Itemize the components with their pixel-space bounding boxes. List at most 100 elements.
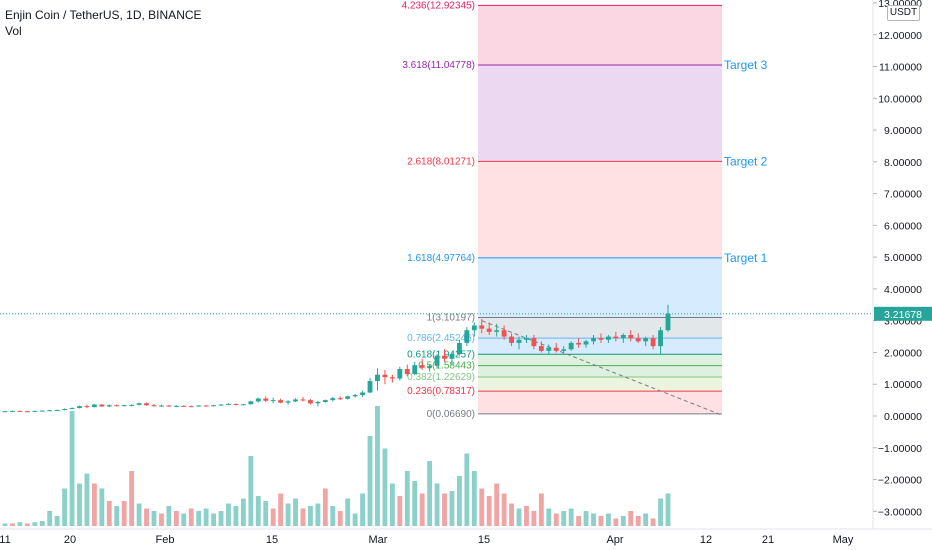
candle-body[interactable] bbox=[628, 334, 634, 339]
candle-body[interactable] bbox=[69, 408, 75, 410]
candle-body[interactable] bbox=[665, 313, 671, 331]
candle-body[interactable] bbox=[203, 405, 209, 407]
candle-body[interactable] bbox=[486, 328, 492, 332]
candle-body[interactable] bbox=[255, 398, 261, 402]
candle-body[interactable] bbox=[159, 405, 164, 407]
candle-body[interactable] bbox=[509, 336, 514, 343]
candle-body[interactable] bbox=[419, 365, 425, 368]
candle-body[interactable] bbox=[643, 338, 649, 342]
candle-body[interactable] bbox=[285, 401, 291, 403]
candle-body[interactable] bbox=[293, 399, 298, 402]
candle-body[interactable] bbox=[54, 409, 60, 411]
candle-body[interactable] bbox=[412, 365, 418, 375]
candle-body[interactable] bbox=[24, 411, 30, 413]
candle-body[interactable] bbox=[367, 381, 373, 393]
candle-body[interactable] bbox=[479, 325, 485, 329]
candle-body[interactable] bbox=[658, 330, 663, 347]
candle-body[interactable] bbox=[591, 338, 596, 342]
candle-body[interactable] bbox=[635, 338, 641, 342]
candle-body[interactable] bbox=[397, 368, 403, 379]
candle-body[interactable] bbox=[166, 405, 172, 407]
candle-body[interactable] bbox=[568, 342, 574, 350]
candle-body[interactable] bbox=[464, 330, 470, 343]
candle-body[interactable] bbox=[248, 401, 254, 405]
candle-body[interactable] bbox=[375, 374, 380, 382]
candle-body[interactable] bbox=[456, 342, 462, 355]
candle-body[interactable] bbox=[10, 410, 15, 412]
candle-body[interactable] bbox=[613, 336, 619, 339]
candle-body[interactable] bbox=[263, 398, 269, 401]
target-label[interactable]: Target 1 bbox=[724, 251, 768, 265]
candle-body[interactable] bbox=[538, 346, 544, 351]
target-label[interactable]: Target 2 bbox=[724, 154, 768, 168]
candle-body[interactable] bbox=[300, 399, 306, 401]
candle-body[interactable] bbox=[211, 405, 217, 407]
candle-body[interactable] bbox=[553, 347, 559, 351]
candle-body[interactable] bbox=[47, 410, 53, 412]
symbol-title[interactable]: Enjin Coin / TetherUS, 1D, BINANCE bbox=[5, 8, 202, 22]
candle-body[interactable] bbox=[449, 354, 455, 359]
target-label[interactable]: Target 3 bbox=[724, 58, 768, 72]
candle-body[interactable] bbox=[308, 400, 313, 404]
candle-body[interactable] bbox=[531, 338, 537, 347]
candle-body[interactable] bbox=[322, 400, 328, 403]
currency-badge[interactable]: USDT bbox=[887, 5, 920, 21]
candle-body[interactable] bbox=[427, 365, 433, 368]
candle-body[interactable] bbox=[360, 392, 365, 396]
candle-body[interactable] bbox=[77, 406, 82, 409]
candle-body[interactable] bbox=[233, 403, 239, 405]
candle-body[interactable] bbox=[494, 330, 500, 332]
candle-body[interactable] bbox=[114, 405, 120, 407]
candle-body[interactable] bbox=[99, 404, 105, 407]
candle-body[interactable] bbox=[598, 338, 604, 340]
candle-body[interactable] bbox=[315, 402, 321, 404]
candle-body[interactable] bbox=[121, 405, 127, 407]
candle-body[interactable] bbox=[144, 403, 149, 406]
candle-body[interactable] bbox=[546, 347, 552, 351]
last-price-badge[interactable] bbox=[874, 306, 932, 321]
candle-body[interactable] bbox=[561, 349, 567, 351]
candle-body[interactable] bbox=[434, 355, 440, 366]
candle-body[interactable] bbox=[524, 338, 529, 340]
candle-body[interactable] bbox=[173, 405, 179, 407]
candle-body[interactable] bbox=[471, 325, 477, 331]
candle-body[interactable] bbox=[404, 368, 410, 375]
candle-body[interactable] bbox=[576, 342, 582, 345]
candle-body[interactable] bbox=[17, 410, 23, 412]
candle-body[interactable] bbox=[91, 404, 97, 408]
candle-body[interactable] bbox=[226, 403, 231, 405]
candle-body[interactable] bbox=[84, 406, 90, 408]
candle-body[interactable] bbox=[151, 405, 157, 407]
candle-body[interactable] bbox=[442, 355, 447, 359]
candle-body[interactable] bbox=[218, 404, 224, 406]
volume-bar bbox=[47, 511, 53, 526]
candle-body[interactable] bbox=[2, 411, 8, 413]
candle-body[interactable] bbox=[583, 341, 589, 345]
candle-body[interactable] bbox=[330, 398, 336, 401]
candle-body[interactable] bbox=[106, 405, 112, 407]
time-axis-label: May bbox=[833, 534, 854, 546]
candle-body[interactable] bbox=[196, 405, 202, 407]
candle-body[interactable] bbox=[389, 377, 395, 379]
candle-body[interactable] bbox=[650, 338, 656, 347]
candle-body[interactable] bbox=[188, 406, 194, 408]
candle-body[interactable] bbox=[620, 334, 626, 339]
candle-body[interactable] bbox=[352, 395, 358, 397]
volume-legend[interactable]: Vol bbox=[5, 24, 22, 38]
candle-body[interactable] bbox=[345, 396, 351, 399]
candle-body[interactable] bbox=[39, 410, 45, 412]
candle-body[interactable] bbox=[240, 404, 246, 406]
candle-body[interactable] bbox=[32, 410, 38, 412]
candle-body[interactable] bbox=[516, 339, 522, 343]
candle-body[interactable] bbox=[270, 400, 276, 402]
candle-body[interactable] bbox=[605, 336, 611, 340]
candle-body[interactable] bbox=[62, 409, 68, 411]
candle-body[interactable] bbox=[136, 403, 142, 405]
candle-body[interactable] bbox=[181, 405, 187, 407]
candle-body[interactable] bbox=[129, 404, 135, 406]
candle-body[interactable] bbox=[337, 398, 343, 400]
candle-body[interactable] bbox=[278, 400, 284, 403]
candle-body[interactable] bbox=[501, 330, 507, 337]
candle-body[interactable] bbox=[382, 374, 388, 378]
